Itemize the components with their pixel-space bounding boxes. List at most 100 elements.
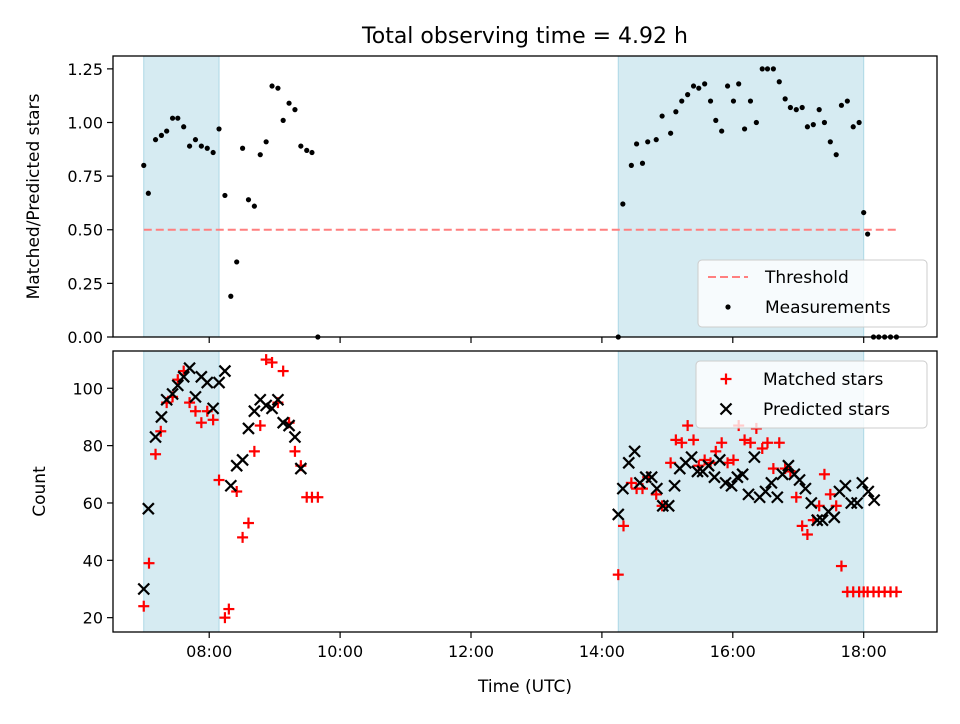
- measurement-point: [234, 259, 240, 265]
- predicted-star-marker: [691, 465, 704, 478]
- measurement-point: [239, 145, 246, 151]
- measurement-point: [673, 109, 679, 115]
- cross-stroke-b: [177, 370, 190, 384]
- matched-star-marker: [790, 491, 802, 503]
- predicted-star-marker: [862, 485, 875, 498]
- measurement-point: [753, 119, 759, 126]
- predicted-star-marker: [628, 445, 641, 458]
- matched-star-marker: [223, 603, 235, 615]
- predicted-star-marker: [759, 485, 772, 498]
- cross-stroke-b: [719, 476, 732, 490]
- predicted-star-marker: [142, 502, 155, 515]
- predicted-star-marker: [212, 376, 226, 389]
- matched-star-marker: [773, 437, 785, 449]
- cross-stroke-b: [782, 459, 795, 472]
- predicted-star-marker: [708, 470, 721, 484]
- cross-stroke-b: [856, 476, 869, 490]
- predicted-star-marker: [248, 404, 261, 418]
- predicted-star-marker: [805, 496, 818, 510]
- matched-star-marker: [682, 420, 694, 432]
- predicted-stars-markers: [137, 361, 881, 596]
- cross-stroke-b: [759, 485, 772, 498]
- measurement-point: [222, 192, 228, 199]
- y-tick-label: 40: [83, 551, 103, 570]
- x-axis-label: Time (UTC): [477, 677, 572, 697]
- predicted-star-marker: [166, 387, 179, 401]
- predicted-star-marker: [189, 390, 202, 404]
- measurement-point: [747, 98, 754, 104]
- cross-stroke-b: [645, 470, 658, 484]
- cross-stroke-b: [195, 370, 208, 384]
- measurement-point: [844, 98, 850, 104]
- matched-star-marker: [189, 405, 201, 417]
- predicted-star-marker: [782, 459, 795, 472]
- predicted-star-marker: [242, 422, 255, 435]
- predicted-star-marker: [236, 453, 249, 467]
- cross-stroke-b: [650, 482, 664, 495]
- cross-stroke-b: [708, 470, 721, 484]
- observing-window-span: [143, 55, 220, 338]
- matched-stars-legend-swatch: [720, 373, 732, 385]
- cross-stroke-b: [206, 402, 220, 415]
- cross-stroke-b: [822, 505, 835, 518]
- matched-star-marker: [150, 448, 162, 460]
- predicted-star-marker: [611, 508, 625, 521]
- threshold-legend-label: Threshold: [764, 268, 849, 288]
- measurement-point: [216, 126, 222, 132]
- matched-star-marker: [143, 557, 155, 569]
- cross-stroke-b: [294, 462, 308, 475]
- bottom-panel: 20 40 60 80 100 08:00 10:00 12:00 14:00 16:00 18:…: [30, 350, 938, 697]
- matched-star-marker: [237, 531, 249, 543]
- y-tick-label: 0.75: [67, 167, 103, 186]
- cross-stroke-b: [282, 419, 296, 432]
- measurement-point: [838, 102, 845, 108]
- cross-stroke-b: [771, 490, 784, 504]
- cross-stroke-b: [702, 459, 715, 472]
- y-tick-label: 60: [83, 494, 103, 513]
- measurement-point: [861, 209, 867, 216]
- predicted-star-marker: [765, 476, 778, 490]
- predicted-star-marker: [850, 496, 864, 510]
- measurement-point: [164, 128, 170, 134]
- measurement-point: [776, 79, 782, 85]
- cross-stroke-b: [212, 376, 226, 389]
- measurement-point: [145, 190, 151, 196]
- predicted-star-marker: [839, 479, 852, 493]
- matched-star-marker: [890, 586, 902, 598]
- cross-stroke-b: [224, 479, 238, 493]
- cross-stroke-b: [253, 393, 267, 407]
- matched-star-marker: [213, 474, 225, 486]
- y-tick-label: 0.50: [67, 221, 103, 240]
- measurement-point: [770, 66, 776, 72]
- measurement-point: [782, 96, 788, 102]
- measurement-point: [169, 115, 176, 121]
- matched-star-marker: [688, 434, 700, 446]
- cross-stroke-b: [850, 496, 864, 510]
- cross-stroke-b: [259, 399, 273, 412]
- measurement-point: [707, 98, 714, 104]
- predicted-star-marker: [856, 476, 869, 490]
- cross-stroke-b: [742, 488, 755, 501]
- predicted-star-marker: [685, 450, 698, 464]
- measurement-point: [865, 231, 871, 237]
- matched-stars-legend-label: Matched stars: [763, 370, 883, 390]
- measurement-point: [304, 147, 310, 153]
- predicted-star-marker: [645, 470, 658, 484]
- measurement-point: [639, 160, 646, 166]
- cross-stroke-b: [776, 468, 789, 481]
- matched-star-marker: [254, 420, 266, 432]
- cross-stroke-b: [816, 513, 829, 527]
- cross-stroke-b: [171, 379, 185, 392]
- predicted-star-marker: [668, 479, 681, 493]
- matched-star-marker: [801, 529, 813, 541]
- measurement-point: [833, 152, 839, 158]
- measurement-point: [269, 83, 275, 89]
- top-y-axis-label: Matched/Predicted stars: [24, 93, 44, 299]
- measurement-point: [804, 124, 811, 130]
- measurement-point: [787, 104, 793, 111]
- matched-star-marker: [665, 457, 677, 469]
- cross-stroke-b: [839, 479, 852, 493]
- measurement-point: [192, 137, 199, 143]
- x-tick-label: 16:00: [710, 642, 756, 661]
- bottom-y-axis-label: Count: [30, 466, 50, 517]
